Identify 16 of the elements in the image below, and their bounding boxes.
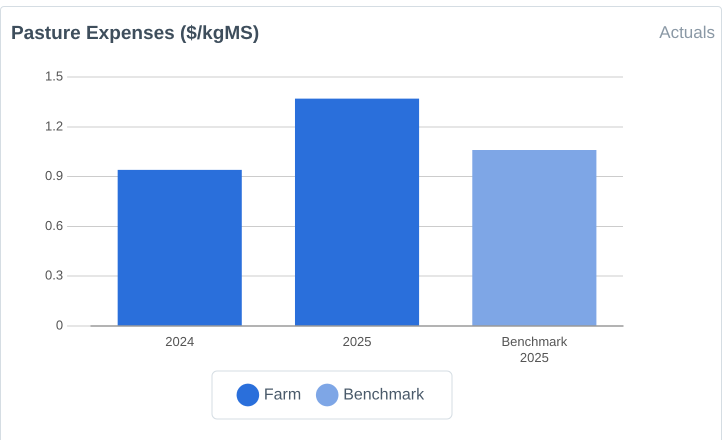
- y-tick-label: 0.3: [44, 268, 64, 283]
- chart-title: Pasture Expenses ($/kgMS): [11, 23, 260, 45]
- bar: [118, 170, 242, 326]
- x-tick-label: 2024: [165, 334, 194, 350]
- y-tick-label: 0.9: [44, 168, 64, 184]
- bar: [472, 150, 596, 326]
- x-tick-label: Benchmark 2025: [501, 334, 568, 365]
- x-tick-label: 2025: [342, 334, 372, 350]
- bar: [294, 98, 420, 326]
- y-tick-label: 0: [56, 317, 64, 332]
- legend-label: Farm: [264, 386, 302, 404]
- text: Actuals: [659, 23, 715, 43]
- y-tick-label: 1.5: [44, 68, 64, 84]
- y-tick-label: 1.2: [44, 118, 64, 134]
- legend-label: Benchmark: [343, 386, 426, 404]
- y-tick-label: 0.6: [44, 218, 64, 233]
